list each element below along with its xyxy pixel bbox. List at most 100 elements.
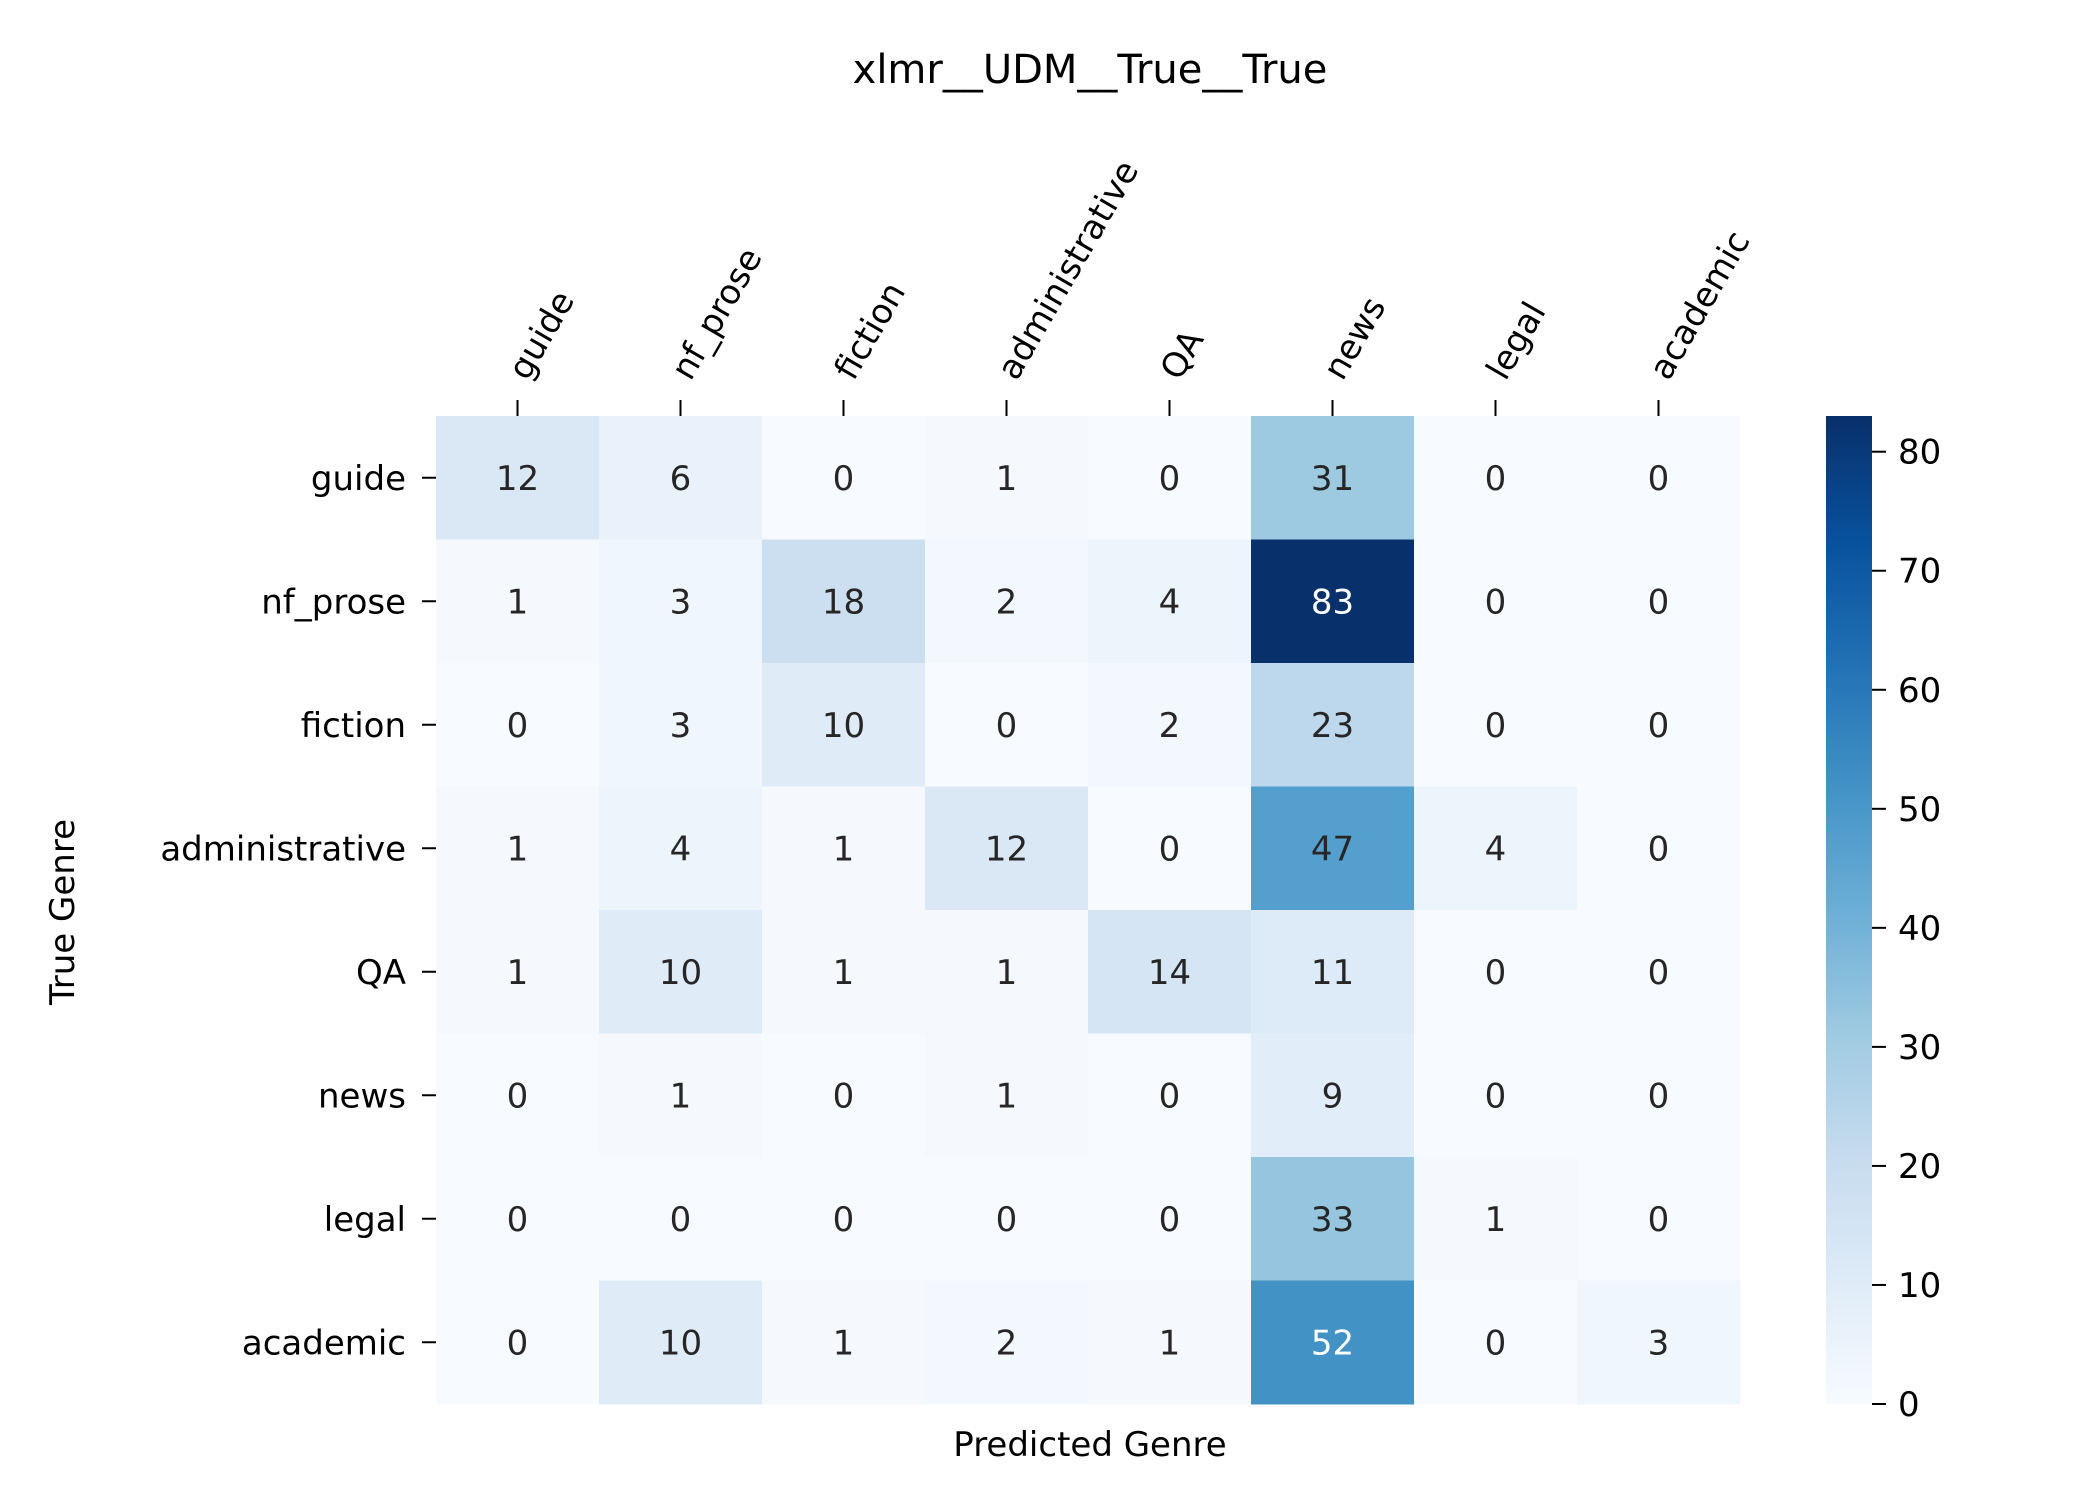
- heatmap-cell: [436, 1033, 600, 1158]
- heatmap-cell: [1088, 539, 1252, 664]
- colorbar-tick-label: 0: [1898, 1385, 1920, 1425]
- cell-value-label: 0: [833, 1200, 855, 1240]
- colorbar-ticks: 0 10 20 30 40 50 60 70 80: [1872, 433, 1941, 1425]
- heatmap-cell: [762, 786, 926, 911]
- heatmap-cell: [762, 1280, 926, 1405]
- heatmap-cell: [925, 416, 1089, 540]
- cell-value-label: 0: [1648, 953, 1670, 993]
- cell-value-label: 23: [1311, 706, 1354, 746]
- heatmap-cell: [1088, 1280, 1252, 1405]
- heatmap-cell: [599, 1157, 763, 1281]
- heatmap-cell: [762, 1033, 926, 1158]
- cell-value-label: 0: [833, 459, 855, 499]
- chart-title: xlmr__UDM__True__True: [853, 47, 1328, 93]
- heatmap-cell: [1251, 910, 1415, 1034]
- cell-value-label: 1: [996, 1076, 1018, 1116]
- cell-value-label: 0: [1648, 1076, 1670, 1116]
- x-tick-label: fiction: [827, 275, 914, 386]
- heatmap-cell: [599, 786, 763, 911]
- heatmap-cell: [1414, 1157, 1578, 1281]
- cell-value-label: 0: [996, 1200, 1018, 1240]
- cell-value-label: 1: [1159, 1323, 1181, 1363]
- x-axis-label: Predicted Genre: [953, 1425, 1226, 1465]
- colorbar-tick-label: 20: [1898, 1147, 1941, 1187]
- heatmap-cell: [1577, 539, 1741, 664]
- heatmap-cell: [1088, 416, 1252, 540]
- heatmap-cell: [1414, 663, 1578, 787]
- x-tick-label: administrative: [990, 154, 1147, 387]
- cell-value-label: 0: [1648, 582, 1670, 622]
- cell-value-label: 0: [1648, 706, 1670, 746]
- heatmap-cell: [1251, 786, 1415, 911]
- heatmap-cell: [762, 910, 926, 1034]
- heatmap-cell: [1414, 539, 1578, 664]
- colorbar-tick-label: 40: [1898, 909, 1941, 949]
- x-tick-label: legal: [1479, 295, 1555, 386]
- heatmap-cell: [1251, 1157, 1415, 1281]
- cell-value-label: 0: [1159, 1076, 1181, 1116]
- cell-value-label: 0: [996, 706, 1018, 746]
- x-tick-label: guide: [501, 284, 583, 386]
- cell-value-label: 18: [822, 582, 865, 622]
- cell-value-label: 0: [1648, 829, 1670, 869]
- cell-value-label: 0: [833, 1076, 855, 1116]
- heatmap-cell: [1251, 539, 1415, 664]
- heatmap-cell: [1414, 1033, 1578, 1158]
- heatmap-cell: [599, 1033, 763, 1158]
- cell-value-label: 12: [985, 829, 1028, 869]
- cell-value-label: 4: [1159, 582, 1181, 622]
- cell-value-label: 0: [670, 1200, 692, 1240]
- y-tick-label: academic: [242, 1323, 406, 1363]
- heatmap-cell: [436, 1280, 600, 1405]
- heatmap-cell: [762, 663, 926, 787]
- heatmap-cell: [1414, 1280, 1578, 1405]
- heatmap-cell: [925, 910, 1089, 1034]
- cell-value-label: 4: [1485, 829, 1507, 869]
- y-tick-label: administrative: [160, 829, 406, 869]
- cell-value-label: 0: [1159, 1200, 1181, 1240]
- heatmap-cell: [436, 910, 600, 1034]
- cell-value-label: 4: [670, 829, 692, 869]
- heatmap-cell: [925, 1033, 1089, 1158]
- cell-value-label: 0: [507, 1323, 529, 1363]
- heatmap-cell: [436, 416, 600, 540]
- cell-value-label: 0: [507, 706, 529, 746]
- heatmap-cell: [1577, 1157, 1741, 1281]
- heatmap-cell-labels: 12 6 0 1 0 31 0 01 3 18 2 4 83 0 00 3 10 0 2 23 0 01 4 1 12 0 47 4 0…: [496, 459, 1669, 1364]
- cell-value-label: 0: [1485, 706, 1507, 746]
- cell-value-label: 0: [507, 1200, 529, 1240]
- colorbar-tick-label: 50: [1898, 790, 1941, 830]
- heatmap-cell: [1251, 1280, 1415, 1405]
- heatmap-cell: [599, 416, 763, 540]
- heatmap-cell: [1414, 910, 1578, 1034]
- y-tick-label: legal: [324, 1200, 406, 1240]
- cell-value-label: 10: [659, 953, 702, 993]
- heatmap-cell: [925, 786, 1089, 911]
- cell-value-label: 0: [1485, 582, 1507, 622]
- heatmap-cell: [762, 539, 926, 664]
- cell-value-label: 6: [670, 459, 692, 499]
- heatmap-cell: [925, 1157, 1089, 1281]
- y-tick-label: news: [318, 1076, 406, 1116]
- heatmap-cell: [1577, 1033, 1741, 1158]
- cell-value-label: 0: [1485, 1323, 1507, 1363]
- cell-value-label: 33: [1311, 1200, 1354, 1240]
- cell-value-label: 1: [996, 459, 1018, 499]
- cell-value-label: 0: [1485, 953, 1507, 993]
- cell-value-label: 10: [659, 1323, 702, 1363]
- heatmap-cell: [1251, 1033, 1415, 1158]
- heatmap-cell: [1577, 416, 1741, 540]
- heatmap-cell: [1414, 416, 1578, 540]
- heatmap-cell: [436, 786, 600, 911]
- heatmap-cell: [436, 1157, 600, 1281]
- x-tick-label: nf_prose: [664, 241, 771, 386]
- colorbar-tick-label: 30: [1898, 1028, 1941, 1068]
- colorbar: [1826, 416, 1872, 1404]
- x-tick-label: academic: [1642, 224, 1759, 386]
- x-axis-ticks: guide nf_prose fiction administrative QA news…: [501, 154, 1759, 416]
- cell-value-label: 1: [507, 582, 529, 622]
- heatmap-cell: [1088, 1157, 1252, 1281]
- cell-value-label: 2: [1159, 706, 1181, 746]
- y-axis-label: True Genre: [43, 819, 83, 1006]
- heatmap-cell: [1088, 663, 1252, 787]
